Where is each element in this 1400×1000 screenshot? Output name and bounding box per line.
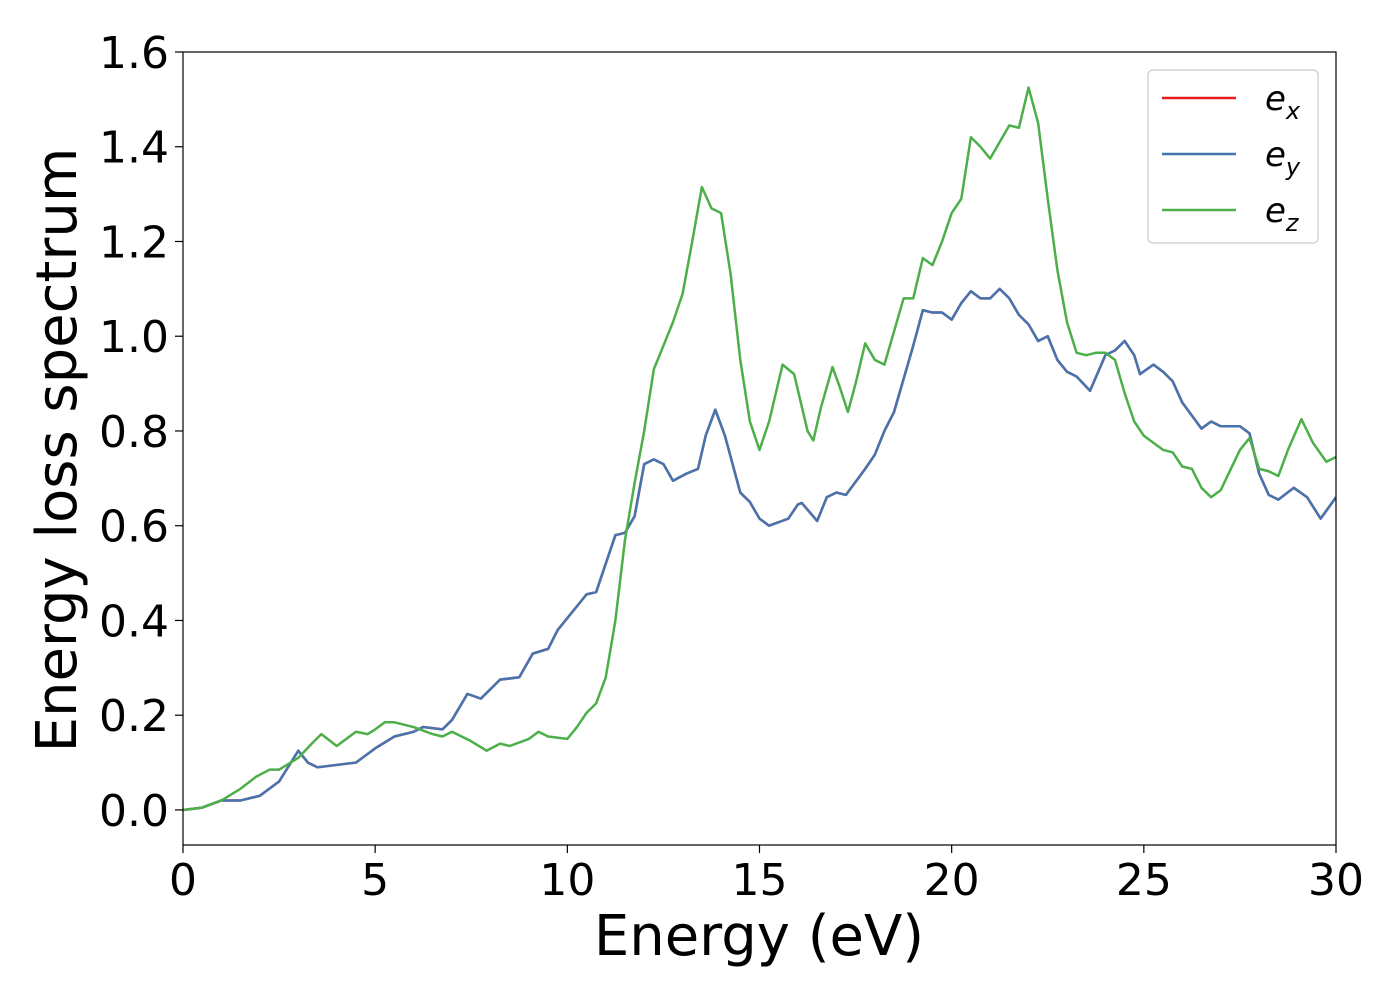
x-tick-label: 20 [924,855,980,906]
y-tick-label: 0.0 [99,786,169,837]
series-line [183,287,1336,812]
y-tick-label: 1.0 [99,312,169,363]
legend-box [1147,69,1319,244]
x-tick-label: 0 [169,855,197,906]
y-tick-label: 0.4 [99,596,169,647]
y-tick-label: 0.2 [99,691,169,742]
x-tick-label: 5 [361,855,389,906]
x-tick-label: 15 [732,855,788,906]
legend-label: ex [1265,79,1301,125]
y-tick-label: 1.2 [99,217,169,268]
x-axis-label: Energy (eV) [594,904,924,969]
legend-label: ey [1265,135,1301,181]
x-tick-label: 10 [539,855,595,906]
series-line [183,86,1336,812]
y-tick-label: 0.6 [99,502,169,553]
y-axis-label: Energy loss spectrum [25,148,90,753]
y-tick-label: 1.6 [99,28,169,79]
x-tick-label: 30 [1308,855,1364,906]
plot-frame [182,51,1337,846]
y-tick-label: 0.8 [99,407,169,458]
legend-label: ez [1265,191,1300,237]
x-tick-label: 25 [1116,855,1172,906]
y-tick-label: 1.4 [99,123,169,174]
